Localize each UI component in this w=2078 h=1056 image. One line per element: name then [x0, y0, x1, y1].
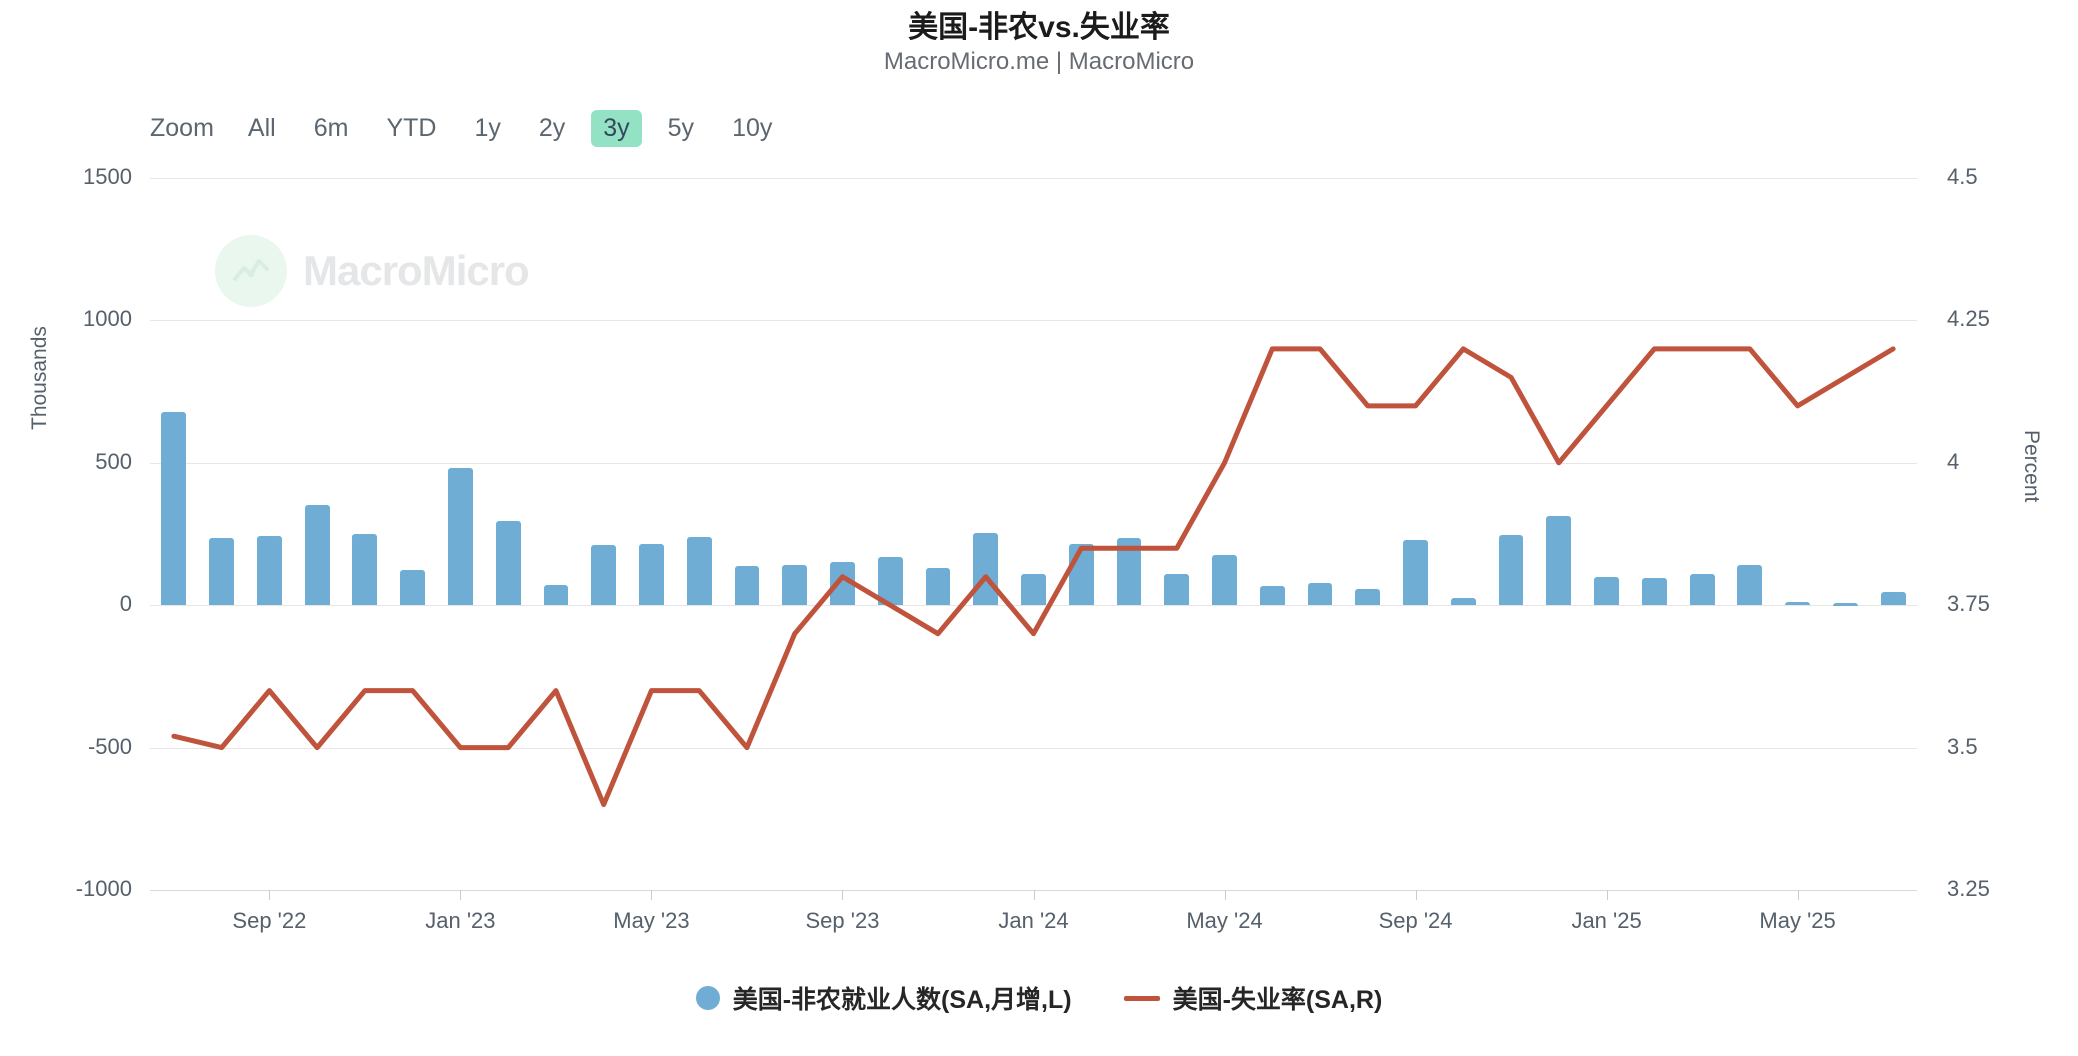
y-axis-right-tick-label: 4: [1947, 448, 1960, 474]
x-axis-tick-label: Jan '23: [425, 908, 496, 933]
x-axis-tick-label: Sep '24: [1378, 908, 1453, 933]
y-axis-left-tick-label: -500: [87, 733, 132, 759]
bar[interactable]: [1594, 576, 1619, 606]
bar[interactable]: [1021, 573, 1046, 606]
bar[interactable]: [1068, 543, 1094, 606]
x-axis-tick-mark: [1797, 890, 1799, 900]
gridline: [150, 462, 1917, 464]
x-axis-tick-mark: [460, 890, 462, 900]
range-button-10y[interactable]: 10y: [732, 114, 773, 142]
gridline: [150, 320, 1917, 322]
y-axis-right-tick-label: 3.5: [1947, 733, 1978, 759]
bar[interactable]: [1880, 591, 1906, 606]
gridline: [150, 605, 1917, 607]
x-axis-tick-label: May '24: [1186, 908, 1263, 933]
bar[interactable]: [400, 569, 426, 606]
x-axis-tick-label: Jan '24: [998, 908, 1069, 933]
bar[interactable]: [973, 532, 999, 606]
bar[interactable]: [877, 557, 903, 606]
bar[interactable]: [1259, 585, 1285, 606]
unemployment-line[interactable]: [171, 346, 1896, 808]
x-axis-tick-label: May '23: [613, 908, 690, 933]
chart-subtitle: MacroMicro.me | MacroMicro: [883, 48, 1195, 75]
bar[interactable]: [1641, 578, 1667, 606]
bar[interactable]: [1164, 574, 1190, 606]
zoom-label: Zoom: [150, 113, 214, 142]
y-axis-right-tick-label: 3.75: [1947, 591, 1990, 617]
zoom-range-selector: Zoom All 6m YTD 1y 2y 3y 5y 10y: [150, 110, 798, 147]
bar[interactable]: [686, 536, 712, 606]
bar[interactable]: [734, 565, 760, 606]
y-axis-left-tick-label: 0: [119, 591, 132, 617]
bar[interactable]: [1498, 534, 1524, 606]
bar[interactable]: [495, 521, 521, 606]
gridline: [150, 178, 1917, 179]
bar[interactable]: [1450, 598, 1476, 606]
x-axis-tick-label: May '25: [1759, 908, 1836, 933]
x-axis-tick-mark: [1415, 890, 1417, 900]
y-axis-left-tick-label: 1000: [83, 306, 132, 332]
bar[interactable]: [1212, 555, 1237, 606]
range-button-3y[interactable]: 3y: [591, 110, 642, 147]
bar[interactable]: [161, 411, 187, 606]
legend-item-unemployment[interactable]: 美国-失业率(SA,R): [1123, 980, 1383, 1016]
x-axis-tick-mark: [1606, 890, 1608, 900]
bar[interactable]: [1403, 540, 1428, 606]
bar[interactable]: [1689, 573, 1715, 606]
y-axis-right-tick-label: 4.25: [1947, 306, 1990, 332]
legend-marker-line-icon: [1123, 995, 1160, 1001]
range-button-2y[interactable]: 2y: [538, 114, 566, 142]
y-axis-left-tick-label: -1000: [75, 876, 132, 901]
bar[interactable]: [1546, 516, 1572, 606]
bar[interactable]: [352, 534, 378, 606]
legend-item-payrolls[interactable]: 美国-非农就业人数(SA,月增,L): [695, 980, 1072, 1016]
bar[interactable]: [304, 504, 330, 606]
bar[interactable]: [1832, 603, 1858, 607]
range-button-ytd[interactable]: YTD: [386, 114, 437, 142]
x-axis-tick-mark: [1033, 890, 1035, 900]
range-button-1y[interactable]: 1y: [474, 114, 501, 142]
bar[interactable]: [1737, 565, 1763, 606]
y-axis-left-tick-label: 500: [95, 448, 132, 474]
gridline: [150, 747, 1917, 749]
range-button-6m[interactable]: 6m: [313, 114, 349, 142]
bar[interactable]: [543, 584, 569, 606]
chart-legend: 美国-非农就业人数(SA,月增,L) 美国-失业率(SA,R): [0, 980, 2078, 1016]
bar[interactable]: [591, 545, 617, 606]
y-axis-right-tick-label: 4.5: [1947, 164, 1978, 189]
range-button-5y[interactable]: 5y: [667, 114, 695, 142]
x-axis-tick-mark: [842, 890, 844, 900]
y-axis-right-tick-label: 3.25: [1947, 876, 1990, 901]
x-axis-tick-label: Sep '22: [232, 908, 307, 933]
y-axis-left-tick-label: 1500: [83, 164, 132, 189]
bar[interactable]: [925, 568, 951, 606]
bar[interactable]: [209, 538, 235, 606]
legend-label-unemployment: 美国-失业率(SA,R): [1172, 986, 1383, 1014]
range-button-all[interactable]: All: [247, 114, 276, 142]
page-title: 美国-非农vs.失业率: [908, 11, 1170, 44]
bar[interactable]: [448, 468, 473, 606]
x-axis-tick-label: Sep '23: [805, 908, 880, 933]
x-axis-tick-mark: [1224, 890, 1226, 900]
legend-label-payrolls: 美国-非农就业人数(SA,月增,L): [732, 986, 1072, 1014]
x-axis-tick-mark: [269, 890, 271, 900]
legend-marker-circle-icon: [695, 986, 720, 1010]
bar[interactable]: [639, 543, 664, 606]
x-axis-tick-mark: [651, 890, 653, 900]
x-axis-tick-label: Jan '25: [1571, 908, 1642, 933]
bar[interactable]: [1355, 588, 1381, 606]
bar[interactable]: [256, 535, 282, 606]
bar[interactable]: [782, 565, 808, 606]
bar[interactable]: [1785, 602, 1811, 606]
bar[interactable]: [1307, 582, 1333, 606]
